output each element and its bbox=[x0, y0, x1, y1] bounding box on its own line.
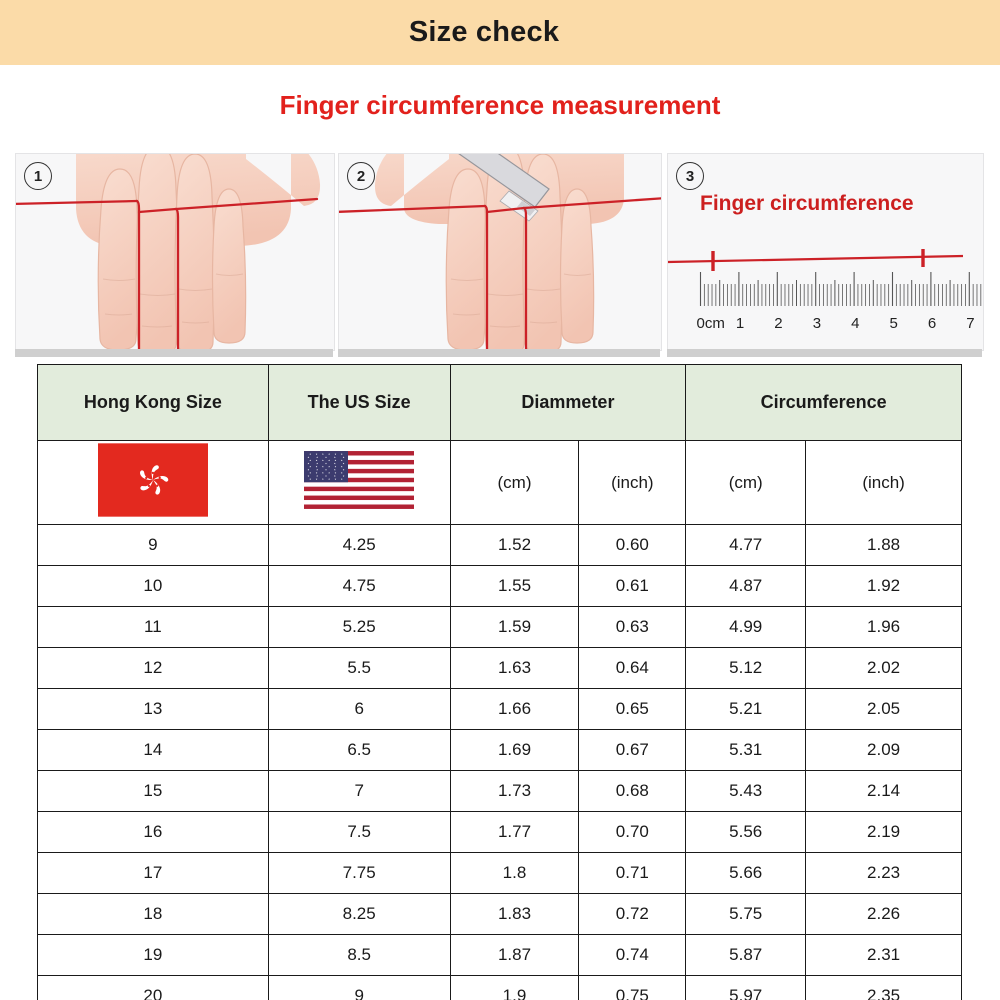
svg-text:5: 5 bbox=[890, 315, 898, 332]
svg-text:6: 6 bbox=[928, 315, 936, 332]
svg-text:0cm: 0cm bbox=[697, 315, 725, 332]
svg-text:3: 3 bbox=[813, 315, 821, 332]
svg-text:2: 2 bbox=[774, 315, 782, 332]
svg-text:1: 1 bbox=[736, 315, 744, 332]
svg-text:4: 4 bbox=[851, 315, 859, 332]
svg-text:7: 7 bbox=[966, 315, 974, 332]
